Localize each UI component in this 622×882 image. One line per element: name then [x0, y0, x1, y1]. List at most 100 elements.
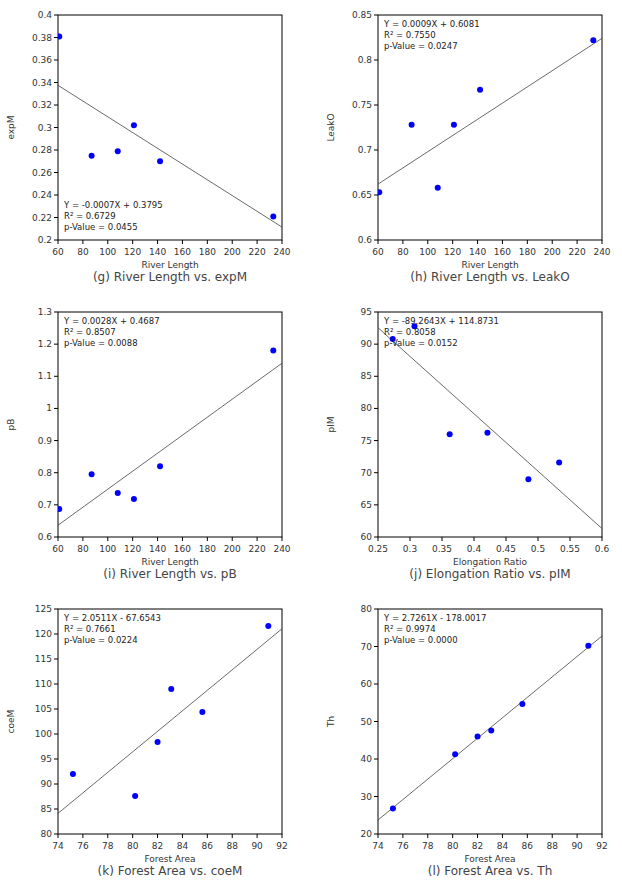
point	[477, 87, 483, 93]
x-tick	[477, 834, 478, 838]
annotation: R² = 0.7550	[384, 30, 436, 40]
x-tick-label: 0.25	[368, 544, 388, 554]
point	[590, 37, 596, 43]
point	[556, 459, 562, 465]
y-tick-label: 70	[361, 468, 373, 478]
y-tick	[374, 721, 378, 722]
x-tick	[257, 240, 258, 244]
x-tick-label: 0.4	[467, 544, 482, 554]
y-tick	[374, 408, 378, 409]
x-tick	[502, 240, 503, 244]
point	[519, 701, 525, 707]
annotation: p-Value = 0.0088	[64, 338, 138, 348]
y-tick-label: 105	[35, 704, 52, 714]
y-tick-label: 30	[361, 792, 373, 802]
x-tick-label: 86	[202, 841, 214, 851]
x-tick-label: 240	[593, 247, 610, 257]
y-tick-label: 1	[46, 403, 52, 413]
x-tick	[207, 240, 208, 244]
panel: 60801001201401601802002202400.60.70.80.9…	[6, 307, 291, 581]
point	[168, 686, 174, 692]
fit-line	[378, 38, 602, 184]
x-tick	[82, 240, 83, 244]
x-tick-label: 100	[99, 247, 116, 257]
x-tick	[82, 537, 83, 541]
x-tick-label: 200	[224, 247, 241, 257]
y-tick-label: 90	[361, 339, 373, 349]
x-tick-label: 74	[372, 841, 384, 851]
y-tick	[374, 150, 378, 151]
caption: (g) River Length vs. expM	[93, 270, 247, 284]
x-tick	[82, 834, 83, 838]
x-tick	[577, 240, 578, 244]
point	[58, 506, 62, 512]
data-group	[58, 33, 282, 227]
data-group	[58, 623, 282, 813]
x-tick	[157, 240, 158, 244]
y-tick-label: 0.28	[32, 145, 52, 155]
y-tick	[374, 376, 378, 377]
x-axis-label: Forest Area	[144, 854, 195, 864]
x-tick	[602, 537, 603, 541]
caption: (h) River Length vs. LeakO	[410, 270, 569, 284]
caption: (j) Elongation Ratio vs. pIM	[409, 567, 570, 581]
x-tick-label: 76	[397, 841, 409, 851]
annotation: Y = 0.0009X + 0.6081	[383, 19, 480, 29]
fit-line	[58, 629, 282, 814]
x-tick-label: 90	[251, 841, 263, 851]
y-tick	[374, 240, 378, 241]
x-tick	[257, 834, 258, 838]
y-tick-label: 115	[35, 654, 52, 664]
y-tick	[54, 312, 58, 313]
x-tick-label: 80	[397, 247, 409, 257]
x-tick	[132, 537, 133, 541]
y-tick-label: 0.7	[358, 145, 372, 155]
x-tick	[577, 834, 578, 838]
x-tick	[157, 537, 158, 541]
x-tick	[452, 240, 453, 244]
x-tick-label: 120	[444, 247, 461, 257]
y-tick-label: 90	[41, 779, 53, 789]
x-tick-label: 88	[546, 841, 558, 851]
x-tick	[58, 240, 59, 244]
x-tick	[552, 834, 553, 838]
y-tick	[54, 684, 58, 685]
x-tick-label: 80	[77, 247, 89, 257]
x-tick	[207, 834, 208, 838]
y-tick-label: 95	[41, 754, 52, 764]
x-tick	[282, 834, 283, 838]
y-tick	[54, 127, 58, 128]
x-tick	[402, 834, 403, 838]
x-tick	[58, 834, 59, 838]
y-tick-label: 20	[361, 829, 373, 839]
y-tick-label: 80	[361, 403, 373, 413]
y-tick	[374, 312, 378, 313]
x-tick-label: 84	[177, 841, 189, 851]
x-tick	[107, 537, 108, 541]
panel: 0.250.30.350.40.450.50.550.6606570758085…	[326, 307, 609, 581]
y-axis-label: coeM	[6, 710, 16, 734]
y-tick-label: 0.65	[352, 190, 372, 200]
y-tick	[54, 15, 58, 16]
x-tick-label: 60	[52, 544, 64, 554]
y-axis-label: Th	[326, 716, 336, 728]
x-tick-label: 84	[497, 841, 509, 851]
x-tick-label: 200	[224, 544, 241, 554]
y-tick	[54, 344, 58, 345]
y-tick	[374, 472, 378, 473]
y-tick	[54, 376, 58, 377]
x-axis-label: Elongation Ratio	[453, 557, 527, 567]
y-tick	[54, 217, 58, 218]
y-tick-label: 85	[41, 804, 52, 814]
point	[58, 33, 62, 39]
y-tick	[374, 15, 378, 16]
y-tick	[374, 60, 378, 61]
plot-frame	[58, 312, 282, 537]
y-tick-label: 0.34	[32, 78, 52, 88]
x-tick-label: 120	[124, 544, 141, 554]
x-tick	[132, 834, 133, 838]
y-tick	[54, 634, 58, 635]
x-tick-label: 0.3	[403, 544, 417, 554]
x-tick	[410, 537, 411, 541]
caption: (k) Forest Area vs. coeM	[98, 864, 243, 878]
